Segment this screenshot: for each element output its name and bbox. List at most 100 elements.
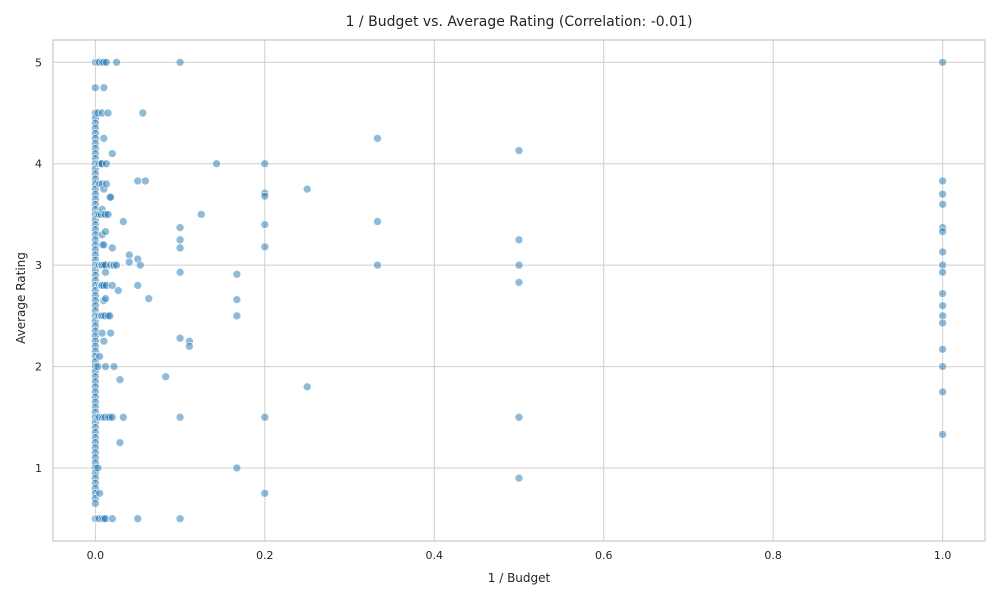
y-tick-label: 1 xyxy=(35,462,42,475)
data-point xyxy=(260,412,270,422)
data-point xyxy=(138,108,148,118)
data-point xyxy=(161,372,171,382)
data-point xyxy=(514,277,524,287)
data-point xyxy=(101,57,111,67)
data-point xyxy=(938,57,948,67)
data-point xyxy=(938,318,948,328)
data-point xyxy=(101,179,111,189)
data-point xyxy=(133,514,143,524)
y-tick-label: 4 xyxy=(35,158,42,171)
data-point xyxy=(95,488,104,498)
x-tick-label: 0.2 xyxy=(256,549,274,562)
data-point xyxy=(140,176,150,186)
data-point xyxy=(107,412,117,422)
data-point xyxy=(938,227,948,237)
data-point xyxy=(101,294,110,304)
data-point xyxy=(112,260,121,270)
x-tick-label: 0.0 xyxy=(87,549,105,562)
plot-area-frame xyxy=(52,39,986,542)
data-point xyxy=(175,235,185,245)
data-point xyxy=(135,260,145,270)
data-point xyxy=(144,294,154,304)
y-tick-label: 2 xyxy=(35,361,42,374)
data-point xyxy=(107,281,117,290)
x-axis-ticks: 0.0 0.2 0.4 0.6 0.8 1.0 xyxy=(87,549,952,562)
data-point xyxy=(99,83,109,93)
data-point xyxy=(260,242,270,252)
data-point xyxy=(115,438,125,448)
data-point xyxy=(101,267,110,277)
data-point xyxy=(107,514,117,524)
data-point xyxy=(373,217,382,226)
data-point xyxy=(175,412,185,422)
data-point xyxy=(112,57,121,67)
data-points xyxy=(90,57,948,524)
data-point xyxy=(302,382,312,392)
data-point xyxy=(938,362,948,371)
data-point xyxy=(185,341,194,351)
data-point xyxy=(175,243,185,253)
data-point xyxy=(938,289,948,298)
data-point xyxy=(232,463,242,473)
data-point xyxy=(260,488,270,498)
data-point xyxy=(99,336,109,346)
data-point xyxy=(514,412,524,422)
data-point xyxy=(101,159,111,169)
data-point xyxy=(175,333,185,343)
data-point xyxy=(113,286,123,295)
data-point xyxy=(175,57,185,67)
data-point xyxy=(938,267,948,277)
data-point xyxy=(118,412,128,422)
data-point xyxy=(118,217,128,226)
data-point xyxy=(938,176,948,186)
data-point xyxy=(103,210,113,219)
data-point xyxy=(260,220,270,229)
data-point xyxy=(107,243,117,253)
data-point xyxy=(101,227,110,237)
data-point xyxy=(938,247,948,257)
data-point xyxy=(232,311,242,321)
data-point xyxy=(938,387,948,397)
grid-lines xyxy=(53,40,985,541)
y-tick-label: 5 xyxy=(35,56,42,69)
data-point xyxy=(514,146,524,155)
data-point xyxy=(124,257,134,267)
data-point xyxy=(514,260,524,270)
data-point xyxy=(101,362,110,371)
data-point xyxy=(175,223,185,233)
data-point xyxy=(133,176,143,186)
data-point xyxy=(93,463,103,473)
y-axis-ticks: 1 2 3 4 5 xyxy=(35,56,42,475)
data-point xyxy=(105,311,115,321)
data-point xyxy=(373,260,382,270)
data-point xyxy=(106,192,116,202)
x-tick-label: 0.8 xyxy=(764,549,782,562)
data-point xyxy=(938,301,948,311)
data-point xyxy=(938,199,948,209)
y-tick-label: 3 xyxy=(35,259,42,272)
data-point xyxy=(212,159,221,169)
data-point xyxy=(373,133,382,143)
data-point xyxy=(133,281,143,290)
data-point xyxy=(232,295,242,305)
x-tick-label: 0.6 xyxy=(595,549,613,562)
data-point xyxy=(938,430,948,439)
data-point xyxy=(95,352,104,361)
data-point xyxy=(97,328,107,338)
data-point xyxy=(260,191,270,201)
data-point xyxy=(90,83,100,93)
data-point xyxy=(115,375,125,385)
data-point xyxy=(514,473,524,483)
data-point xyxy=(938,344,948,354)
data-point xyxy=(99,240,109,250)
data-point xyxy=(90,499,100,508)
data-point xyxy=(260,159,270,169)
data-point xyxy=(196,210,206,219)
x-tick-label: 1.0 xyxy=(934,549,952,562)
data-point xyxy=(175,267,185,277)
x-axis-label: 1 / Budget xyxy=(488,571,551,585)
data-point xyxy=(106,328,116,338)
data-point xyxy=(109,362,119,371)
x-tick-label: 0.4 xyxy=(426,549,444,562)
